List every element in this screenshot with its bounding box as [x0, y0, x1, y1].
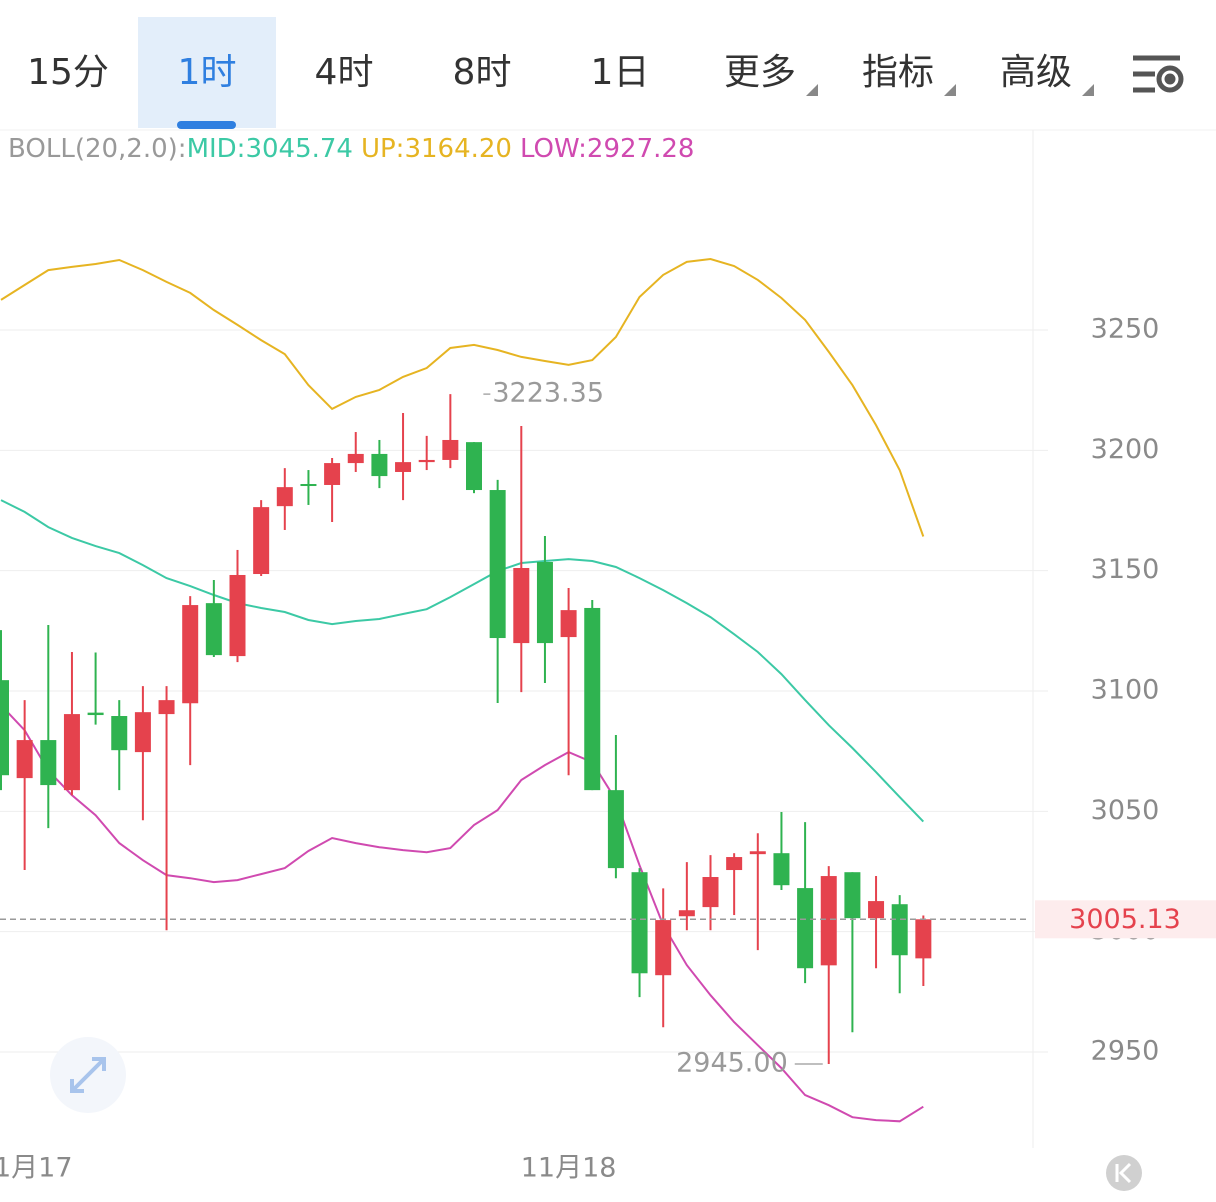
candle-body: [182, 605, 199, 704]
candle-body: [418, 459, 435, 463]
tab[interactable]: 8时: [453, 52, 512, 93]
dropdown-markers: [806, 84, 1094, 96]
candle-body: [40, 740, 57, 786]
candle-body: [536, 561, 553, 644]
candle-body: [915, 919, 932, 959]
candle-body: [111, 716, 128, 751]
candle-body: [16, 740, 33, 779]
annotation-label: 2945.00: [676, 1048, 788, 1079]
tab[interactable]: 15分: [27, 52, 109, 93]
candle-body: [868, 901, 885, 919]
tab[interactable]: 指标: [862, 52, 934, 93]
candle-body: [726, 857, 743, 871]
y-tick-label: 3100: [1091, 674, 1160, 705]
candle-body: [631, 872, 648, 974]
tab[interactable]: 更多: [724, 52, 796, 93]
candle-body: [134, 712, 151, 753]
expand-button[interactable]: [50, 1037, 126, 1113]
tab[interactable]: 1日: [591, 52, 650, 93]
boll-line: [0, 499, 925, 823]
selected-tab-bg: [138, 17, 276, 128]
candle-body: [607, 790, 624, 869]
indicator-legend: BOLL(20,2.0):MID:3045.74 UP:3164.20 LOW:29…: [8, 134, 694, 164]
candle-body: [489, 490, 506, 639]
settings-icon[interactable]: [1133, 55, 1184, 93]
candle-body: [797, 888, 814, 969]
candle-body: [87, 712, 104, 716]
candle-body: [655, 920, 672, 976]
y-tick-label: 3150: [1091, 554, 1160, 585]
candle-body: [678, 910, 695, 917]
boll-line: [0, 704, 924, 1123]
candle-body: [773, 853, 790, 886]
boll-line: [0, 257, 925, 537]
last-price-label: 3005.13: [1069, 904, 1181, 935]
x-tick-label: 11月17: [0, 1153, 73, 1184]
tab[interactable]: 4时: [315, 52, 374, 93]
selected-tab-indicator: [177, 121, 236, 129]
candle-body: [560, 610, 577, 638]
tab[interactable]: 高级: [1000, 52, 1072, 93]
candle-body: [300, 484, 317, 487]
candle-body: [253, 507, 270, 575]
candle-body: [371, 453, 388, 477]
candle-body: [347, 453, 364, 464]
candle-body: [63, 714, 80, 791]
candle-body: [702, 877, 719, 908]
candle-body: [584, 607, 601, 791]
last-price-tag: [1035, 900, 1216, 939]
tab[interactable]: 1时: [178, 52, 237, 93]
candle-body: [442, 439, 459, 460]
candle-body: [158, 700, 175, 715]
candle-body: [891, 904, 908, 956]
x-tick-label: 11月18: [521, 1153, 617, 1184]
candle-body: [749, 851, 766, 855]
legend-mid: MID:3045.74: [187, 134, 353, 164]
y-tick-label: 3250: [1091, 313, 1160, 344]
legend-up: UP:3164.20: [361, 134, 512, 164]
candle-body: [0, 680, 9, 776]
legend-low: LOW:2927.28: [520, 134, 694, 164]
back-to-latest-button[interactable]: [1106, 1155, 1142, 1191]
plot: 3223.35 2945.00: [0, 257, 1048, 1123]
candle-body: [466, 442, 482, 491]
y-tick-label: 3050: [1091, 795, 1160, 826]
y-tick-label: 3200: [1091, 434, 1160, 465]
candle-body: [229, 574, 246, 657]
candle-body: [276, 487, 293, 507]
candle-body: [205, 603, 222, 656]
candle-body: [395, 462, 412, 472]
annotation-label: 3223.35: [492, 378, 604, 409]
y-tick-label: 2950: [1091, 1035, 1160, 1066]
candle-body: [820, 876, 837, 966]
candle-body: [513, 568, 530, 644]
candle-body: [844, 872, 861, 919]
candle-body: [324, 463, 341, 485]
indicator-name: BOLL(20,2.0):: [8, 134, 187, 164]
